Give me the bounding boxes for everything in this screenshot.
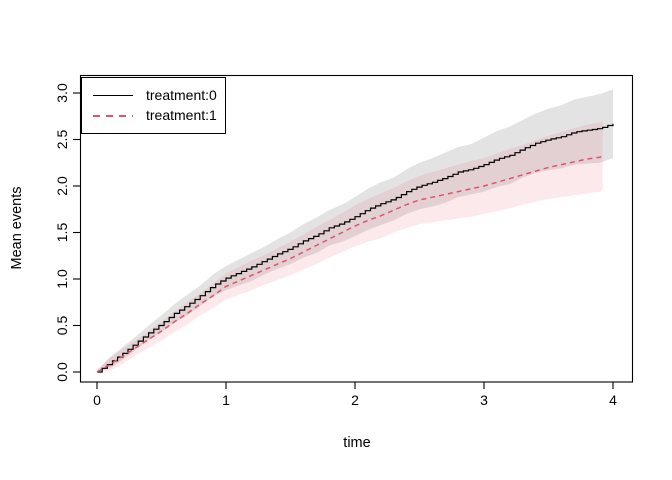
legend-item-label: treatment:0 xyxy=(146,86,217,103)
y-tick-label: 3.0 xyxy=(54,83,70,103)
confidence-band-treatment:1 xyxy=(97,120,603,373)
y-tick-label: 2.0 xyxy=(54,176,70,196)
x-tick-label: 3 xyxy=(480,392,488,408)
x-tick-label: 1 xyxy=(222,392,230,408)
y-tick-label: 2.5 xyxy=(54,130,70,150)
solid-line-sample-icon xyxy=(93,94,133,97)
y-tick-label: 1.5 xyxy=(54,223,70,243)
series-line-treatment:0 xyxy=(97,123,614,373)
x-tick-label: 2 xyxy=(351,392,359,408)
x-axis-title: time xyxy=(343,435,370,451)
dashed-line-sample-icon xyxy=(93,114,133,117)
legend-item-label: treatment:1 xyxy=(146,107,217,123)
series-line-treatment:1 xyxy=(96,154,604,373)
x-tick-label: 4 xyxy=(609,392,617,408)
legend: treatment:0 treatment:1 xyxy=(81,77,226,134)
confidence-band-treatment:0 xyxy=(97,89,613,372)
confidence-bands xyxy=(97,89,613,373)
y-tick-label: 0.0 xyxy=(54,362,70,382)
series-lines xyxy=(96,123,614,373)
plot-border xyxy=(79,74,634,383)
legend-item-treatment-1: treatment:1 xyxy=(93,107,225,123)
x-axis: 0 1 2 3 4 xyxy=(93,382,617,408)
y-axis-title: Mean events xyxy=(9,186,25,269)
y-tick-label: 0.5 xyxy=(54,316,70,336)
legend-item-treatment-0: treatment:0 xyxy=(93,86,225,103)
y-axis: 0.0 0.5 1.0 1.5 2.0 2.5 3.0 xyxy=(54,83,80,382)
x-tick-label: 0 xyxy=(93,392,101,408)
y-tick-label: 1.0 xyxy=(54,269,70,289)
